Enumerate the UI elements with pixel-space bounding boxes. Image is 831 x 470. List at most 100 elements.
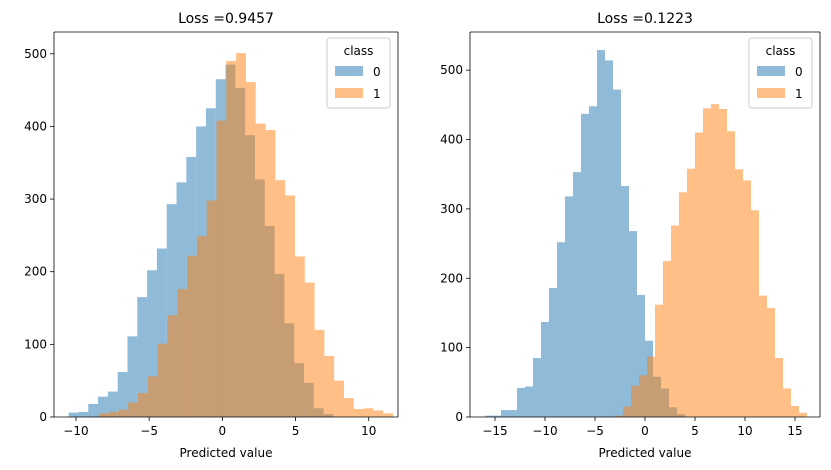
bar-class0-10 — [166, 204, 177, 417]
bar-class0-1 — [493, 415, 501, 417]
bar-class1-19 — [285, 195, 295, 417]
bar-class0-0 — [485, 415, 493, 417]
bar-class0-0 — [68, 412, 79, 417]
bar-class1-3 — [639, 375, 647, 417]
bar-class1-10 — [695, 132, 703, 418]
bar-class1-2 — [631, 385, 639, 417]
bar-class0-5 — [525, 386, 533, 417]
bar-class1-0 — [98, 413, 109, 417]
y-tick-label: 100 — [440, 341, 463, 355]
bar-class1-18 — [275, 180, 286, 417]
bar-class1-9 — [187, 255, 197, 417]
x-tick-label: 0 — [641, 424, 649, 438]
y-tick-label: 0 — [455, 410, 463, 424]
bar-class0-7 — [137, 297, 148, 417]
bar-class1-3 — [128, 402, 139, 417]
bar-class0-8 — [549, 287, 557, 417]
legend-title: class — [344, 44, 374, 58]
series-class-0 — [485, 50, 685, 418]
bar-class0-2 — [501, 410, 509, 417]
x-tick-label: 5 — [292, 424, 300, 438]
bar-class1-6 — [157, 343, 168, 417]
bar-class1-13 — [226, 61, 237, 417]
bar-class1-4 — [647, 356, 655, 417]
bar-class1-10 — [196, 236, 207, 417]
bar-class1-17 — [751, 210, 759, 417]
legend-swatch-class-0 — [335, 66, 363, 76]
x-tick-label: −10 — [532, 424, 557, 438]
bar-class1-1 — [108, 411, 119, 417]
legend-title: class — [766, 44, 796, 58]
x-tick-label: −15 — [482, 424, 507, 438]
bar-class1-14 — [236, 53, 246, 417]
bar-class1-4 — [138, 393, 148, 417]
bar-class1-14 — [727, 131, 735, 418]
bar-class1-8 — [679, 192, 687, 417]
legend-label-class-0: 0 — [795, 65, 803, 79]
y-tick-label: 400 — [24, 119, 47, 133]
x-tick-label: 0 — [219, 424, 227, 438]
bar-class1-17 — [265, 130, 276, 417]
legend-label-class-1: 1 — [795, 87, 803, 101]
bar-class0-3 — [509, 410, 517, 417]
bar-class1-16 — [255, 123, 266, 417]
x-tick-label: −5 — [140, 424, 158, 438]
x-tick-label: −5 — [586, 424, 604, 438]
bar-class1-19 — [767, 308, 775, 417]
bar-class1-12 — [711, 104, 719, 418]
bar-class0-10 — [565, 196, 573, 417]
legend-label-class-0: 0 — [373, 65, 381, 79]
bar-class1-20 — [775, 358, 783, 417]
bar-class1-20 — [294, 256, 305, 417]
bar-class1-13 — [719, 109, 727, 417]
legend-swatch-class-1 — [757, 88, 785, 98]
bar-class1-21 — [304, 282, 315, 417]
bar-class0-9 — [557, 242, 565, 417]
bar-class0-3 — [98, 396, 108, 417]
bar-class0-1 — [78, 411, 89, 417]
bar-class1-2 — [118, 409, 129, 417]
bar-class1-22 — [314, 329, 325, 417]
y-tick-label: 400 — [440, 133, 463, 147]
bar-class1-27 — [363, 408, 374, 417]
legend-swatch-class-1 — [335, 88, 363, 98]
bar-class1-7 — [167, 315, 178, 417]
bar-class1-15 — [735, 169, 743, 417]
y-tick-label: 300 — [24, 192, 47, 206]
series-class-1 — [615, 104, 807, 418]
chart-title: Loss =0.1223 — [597, 11, 693, 27]
bar-class1-7 — [671, 225, 679, 417]
x-tick-label: 10 — [361, 424, 376, 438]
bar-class1-23 — [799, 412, 807, 417]
y-tick-label: 200 — [24, 265, 47, 279]
bar-class0-9 — [156, 248, 167, 417]
bar-class1-8 — [177, 289, 188, 417]
bar-class0-18 — [629, 231, 637, 417]
chart-title: Loss =0.9457 — [178, 11, 274, 27]
bar-class1-11 — [703, 108, 711, 417]
bar-class1-5 — [147, 376, 158, 417]
bar-class1-29 — [383, 413, 394, 417]
y-tick-label: 100 — [24, 337, 47, 351]
series-class-1 — [98, 53, 394, 417]
bar-class0-14 — [597, 50, 605, 417]
bar-class1-0 — [615, 415, 623, 417]
legend: class 0 1 — [748, 37, 813, 109]
bar-class1-23 — [324, 355, 335, 417]
bar-class0-5 — [117, 371, 128, 417]
x-tick-label: 15 — [787, 424, 802, 438]
bar-class1-21 — [783, 388, 791, 417]
bar-class0-8 — [147, 270, 157, 417]
bar-class1-28 — [373, 410, 384, 417]
bar-class1-16 — [743, 180, 751, 417]
bar-class1-1 — [623, 406, 631, 417]
bar-class1-5 — [655, 304, 663, 417]
x-tick-label: −10 — [63, 424, 88, 438]
x-tick-label: 10 — [737, 424, 752, 438]
bar-class0-6 — [533, 358, 541, 417]
bar-class0-11 — [573, 172, 581, 417]
legend-swatch-class-0 — [757, 66, 785, 76]
legend: class 0 1 — [326, 37, 391, 109]
